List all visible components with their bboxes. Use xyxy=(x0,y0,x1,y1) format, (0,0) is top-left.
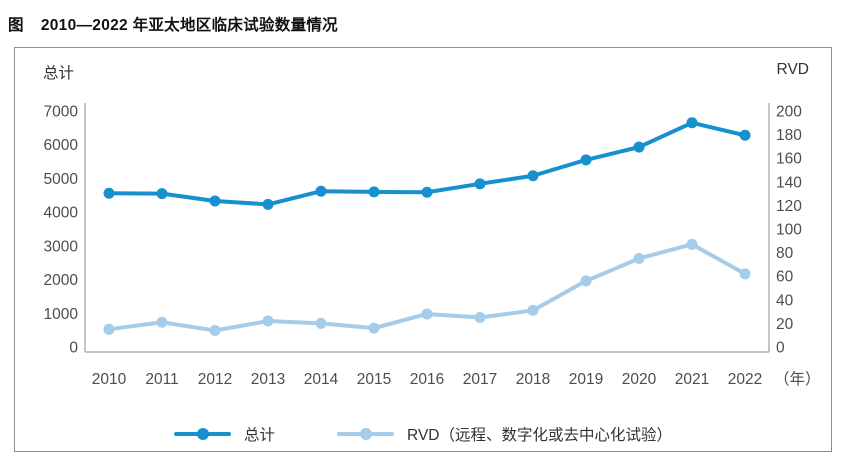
left-axis-title: 总计 xyxy=(43,65,75,82)
right-axis-tick-label: 40 xyxy=(776,292,794,309)
legend-item-total: 总计 xyxy=(174,423,275,445)
x-axis-tick-label: 2016 xyxy=(410,371,444,388)
left-axis-tick-label: 0 xyxy=(69,340,78,357)
legend-marker-rvd-icon xyxy=(337,428,395,440)
data-point-total xyxy=(580,154,592,166)
data-point-total xyxy=(262,198,274,210)
right-axis-tick-label: 140 xyxy=(776,174,802,191)
data-point-rvd xyxy=(527,304,539,316)
data-point-total xyxy=(474,178,486,190)
right-axis-tick-label: 60 xyxy=(776,269,794,286)
right-axis-tick-label: 160 xyxy=(776,151,802,168)
data-point-rvd xyxy=(474,312,486,323)
data-point-total xyxy=(209,195,221,207)
legend-label-total: 总计 xyxy=(244,427,276,444)
x-axis-tick-label: 2014 xyxy=(304,371,339,388)
right-axis-tick-label: 200 xyxy=(776,104,802,121)
figure-title: 图 2010—2022 年亚太地区临床试验数量情况 xyxy=(8,13,338,35)
data-point-total xyxy=(527,170,539,182)
line-chart: 0 1000 2000 3000 4000 5000 6000 7000 0 20 40 60 80 10… xyxy=(44,103,821,388)
data-point-rvd xyxy=(633,253,645,264)
x-axis-tick-label: 2022 xyxy=(728,371,762,388)
right-axis-tick-label: 180 xyxy=(776,127,802,144)
x-axis-tick-label: 2020 xyxy=(622,371,657,388)
x-axis-tick-label: 2018 xyxy=(516,371,550,388)
data-point-total xyxy=(368,186,380,198)
x-axis-unit-label: （年） xyxy=(774,370,821,388)
data-point-rvd xyxy=(156,316,168,328)
data-point-rvd xyxy=(686,238,698,250)
x-axis-tick-label: 2015 xyxy=(357,371,391,388)
data-point-rvd xyxy=(368,322,380,334)
legend-item-rvd: RVD（远程、数字化或去中心化试验） xyxy=(337,423,672,445)
x-axis-tick-label: 2012 xyxy=(198,371,232,388)
data-point-rvd xyxy=(209,324,221,336)
legend-marker-total-icon xyxy=(174,428,232,440)
x-axis-tick-label: 2021 xyxy=(675,371,709,388)
data-point-total xyxy=(739,129,751,141)
data-point-total xyxy=(103,187,115,199)
left-axis-tick-label: 7000 xyxy=(44,104,79,121)
data-point-rvd xyxy=(262,315,274,327)
x-axis-tick-label: 2019 xyxy=(569,371,603,388)
left-axis-tick-label: 3000 xyxy=(44,238,79,255)
data-point-rvd xyxy=(421,308,433,320)
legend-label-rvd: RVD（远程、数字化或去中心化试验） xyxy=(407,427,672,444)
data-point-rvd xyxy=(580,275,592,287)
data-point-total xyxy=(633,141,645,153)
x-axis-tick-label: 2011 xyxy=(145,371,178,388)
data-point-total xyxy=(686,117,698,129)
right-axis-tick-label: 20 xyxy=(776,316,794,333)
data-point-rvd xyxy=(315,317,327,329)
right-axis-tick-label: 0 xyxy=(776,340,785,357)
figure-tag: 图 xyxy=(8,17,24,34)
right-axis-tick-label: 100 xyxy=(776,222,802,239)
right-axis-tick-label: 80 xyxy=(776,245,794,262)
data-point-rvd xyxy=(103,323,115,335)
left-axis-tick-label: 4000 xyxy=(44,205,79,222)
x-axis-tick-label: 2017 xyxy=(463,371,497,388)
data-point-total xyxy=(421,186,433,198)
data-point-total xyxy=(315,185,327,197)
data-point-total xyxy=(156,188,168,200)
left-axis-tick-label: 6000 xyxy=(44,137,79,154)
data-point-rvd xyxy=(739,268,751,280)
x-axis-tick-label: 2013 xyxy=(251,371,285,388)
x-axis-tick-label: 2010 xyxy=(92,371,127,388)
left-axis-tick-label: 5000 xyxy=(44,171,79,188)
chart-legend: 总计 RVD（远程、数字化或去中心化试验） xyxy=(15,423,831,445)
figure-title-text: 2010—2022 年亚太地区临床试验数量情况 xyxy=(40,17,338,34)
left-axis-tick-label: 1000 xyxy=(44,306,79,323)
left-axis-tick-label: 2000 xyxy=(44,272,79,289)
right-axis-title: RVD xyxy=(776,61,809,78)
chart-panel: 0 1000 2000 3000 4000 5000 6000 7000 0 20 40 60 80 10… xyxy=(14,47,832,452)
right-axis-tick-label: 120 xyxy=(776,198,802,215)
